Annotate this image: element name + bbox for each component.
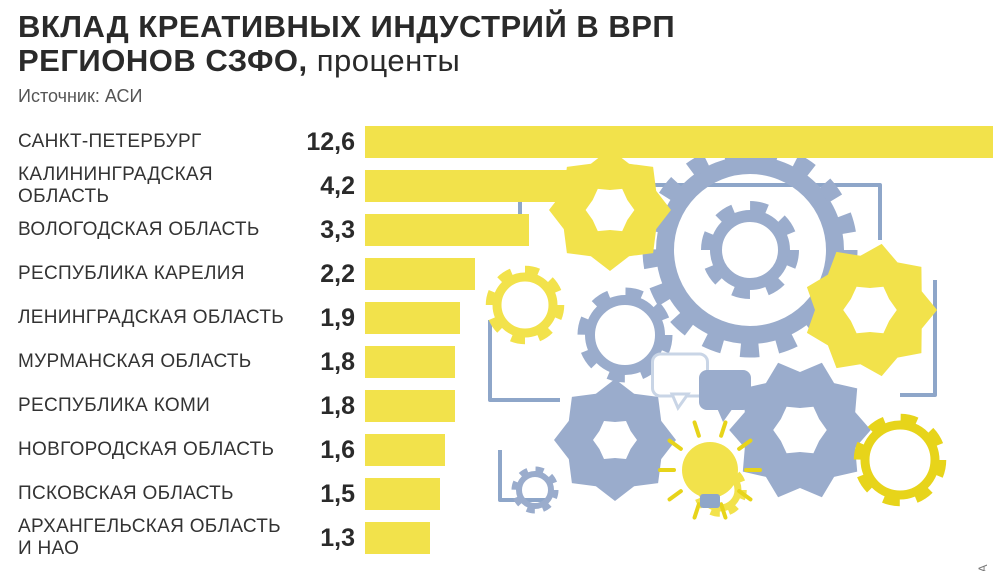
row-label: РЕСПУБЛИКА КОМИ (18, 395, 288, 417)
row-value: 2,2 (300, 260, 355, 289)
bar-container (365, 302, 1000, 334)
bar-container (365, 258, 1000, 290)
bar-container (365, 478, 1000, 510)
row-value: 1,8 (300, 392, 355, 421)
bar-container (365, 434, 1000, 466)
bar-container (365, 346, 1000, 378)
chart-row: РЕСПУБЛИКА КАРЕЛИЯ 2,2 (0, 252, 1000, 296)
bar (365, 478, 440, 510)
row-value: 1,3 (300, 524, 355, 553)
row-label: САНКТ-ПЕТЕРБУРГ (18, 131, 288, 153)
row-label: МУРМАНСКАЯ ОБЛАСТЬ (18, 351, 288, 373)
bar-container (365, 214, 1000, 246)
bar (365, 434, 445, 466)
bar (365, 258, 475, 290)
row-value: 12,6 (300, 128, 355, 157)
row-label: ПСКОВСКАЯ ОБЛАСТЬ (18, 483, 288, 505)
bar (365, 522, 430, 554)
chart-source: Источник: АСИ (18, 86, 142, 107)
row-value: 3,3 (300, 216, 355, 245)
bar-chart: САНКТ-ПЕТЕРБУРГ 12,6 КАЛИНИНГРАДСКАЯ ОБЛАС… (0, 120, 1000, 560)
chart-row: КАЛИНИНГРАДСКАЯ ОБЛАСТЬ 4,2 (0, 164, 1000, 208)
bar (365, 302, 460, 334)
row-value: 1,6 (300, 436, 355, 465)
row-value: 1,9 (300, 304, 355, 333)
title-line1: ВКЛАД КРЕАТИВНЫХ ИНДУСТРИЙ В ВРП (18, 9, 675, 44)
infographic-credit: ИНФОГРАФИКА «РГ» / УЛЬЯНА ВЫЛЕГЖАНИНА / … (976, 563, 990, 571)
chart-row: ВОЛОГОДСКАЯ ОБЛАСТЬ 3,3 (0, 208, 1000, 252)
bar (365, 346, 455, 378)
row-value: 4,2 (300, 172, 355, 201)
bar (365, 390, 455, 422)
row-label: КАЛИНИНГРАДСКАЯ ОБЛАСТЬ (18, 164, 288, 208)
chart-row: РЕСПУБЛИКА КОМИ 1,8 (0, 384, 1000, 428)
row-label: ЛЕНИНГРАДСКАЯ ОБЛАСТЬ (18, 307, 288, 329)
bar-container (365, 126, 1000, 158)
row-label: ВОЛОГОДСКАЯ ОБЛАСТЬ (18, 219, 288, 241)
bar-container (365, 390, 1000, 422)
bar (365, 214, 529, 246)
bar-container (365, 170, 1000, 202)
chart-row: ЛЕНИНГРАДСКАЯ ОБЛАСТЬ 1,9 (0, 296, 1000, 340)
title-line2-light: проценты (308, 43, 461, 78)
chart-row: НОВГОРОДСКАЯ ОБЛАСТЬ 1,6 (0, 428, 1000, 472)
bar-container (365, 522, 1000, 554)
chart-row: АРХАНГЕЛЬСКАЯ ОБЛАСТЬ И НАО 1,3 (0, 516, 1000, 560)
bar (365, 126, 993, 158)
chart-row: САНКТ-ПЕТЕРБУРГ 12,6 (0, 120, 1000, 164)
chart-title: ВКЛАД КРЕАТИВНЫХ ИНДУСТРИЙ В ВРП РЕГИОНО… (18, 10, 675, 78)
chart-row: ПСКОВСКАЯ ОБЛАСТЬ 1,5 (0, 472, 1000, 516)
bar (365, 170, 574, 202)
title-line2-bold: РЕГИОНОВ СЗФО, (18, 43, 308, 78)
row-label: НОВГОРОДСКАЯ ОБЛАСТЬ (18, 439, 288, 461)
row-label: АРХАНГЕЛЬСКАЯ ОБЛАСТЬ И НАО (18, 516, 288, 560)
row-value: 1,5 (300, 480, 355, 509)
chart-row: МУРМАНСКАЯ ОБЛАСТЬ 1,8 (0, 340, 1000, 384)
row-value: 1,8 (300, 348, 355, 377)
row-label: РЕСПУБЛИКА КАРЕЛИЯ (18, 263, 288, 285)
